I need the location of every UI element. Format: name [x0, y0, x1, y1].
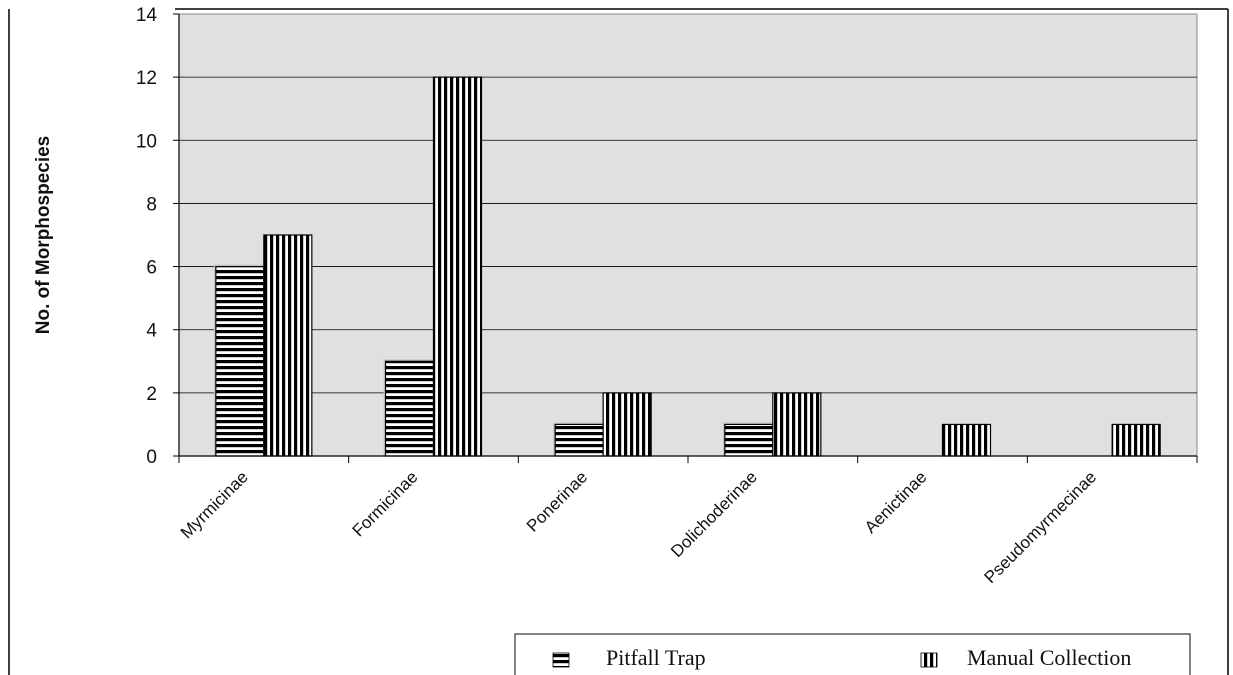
bar-manual-collection — [772, 392, 822, 457]
legend-swatch-pitfall-trap — [552, 652, 570, 668]
bar-manual-collection — [941, 423, 992, 457]
legend-box — [514, 633, 1191, 675]
bar-pitfall-trap — [724, 423, 774, 457]
legend-label-manual-collection: Manual Collection — [967, 645, 1131, 670]
bar-pitfall-trap — [554, 423, 604, 457]
bar-manual-collection — [432, 76, 483, 457]
bars — [213, 76, 1161, 457]
y-tick-label: 12 — [136, 68, 157, 89]
y-axis-title: No. of Morphospecies — [33, 136, 54, 334]
y-tick-label: 2 — [146, 384, 157, 405]
y-tick-label: 6 — [146, 258, 157, 279]
legend-label-pitfall-trap: Pitfall Trap — [606, 645, 706, 670]
y-tick-label: 0 — [146, 447, 157, 468]
bar-manual-collection — [263, 234, 313, 457]
x-category-label: Myrmicinae — [177, 467, 252, 542]
tick-labels: 0 2 4 6 8 10 12 14 — [136, 5, 158, 468]
axes — [173, 13, 1198, 463]
x-category-label: Ponerinae — [523, 467, 591, 535]
gridlines — [179, 76, 1197, 394]
category-labels: Myrmicinae Formicinae Ponerinae Dolichoderi… — [177, 467, 1100, 587]
bar-pitfall-trap — [384, 360, 435, 457]
x-category-label: Aenictinae — [861, 467, 931, 537]
y-tick-label: 14 — [136, 5, 158, 26]
legend: Pitfall Trap Manual Collection — [514, 633, 1191, 675]
x-category-label: Formicinae — [349, 467, 422, 540]
plot-area — [178, 13, 1198, 457]
x-category-label: Pseudomyrmecinae — [980, 467, 1100, 587]
bar-manual-collection — [602, 392, 652, 457]
legend-swatch-manual-collection — [920, 652, 938, 668]
x-category-label: Dolichoderinae — [667, 467, 761, 561]
y-tick-label: 10 — [136, 131, 157, 152]
bar-manual-collection — [1111, 423, 1161, 457]
bar-pitfall-trap — [215, 265, 265, 457]
y-tick-label: 8 — [146, 194, 157, 215]
y-tick-label: 4 — [146, 321, 157, 342]
